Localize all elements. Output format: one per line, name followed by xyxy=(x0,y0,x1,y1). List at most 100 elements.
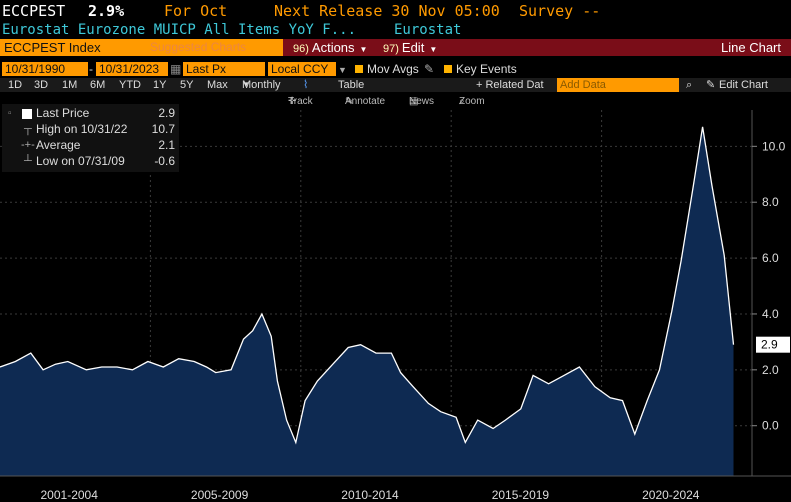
last-value-marker: 2.9 xyxy=(756,336,790,353)
ticker-label: ECCPEST xyxy=(2,2,66,20)
chevron-down-icon: ▼ xyxy=(242,80,250,89)
edit-chart-button[interactable]: Edit Chart xyxy=(719,79,768,91)
frequency-value: Monthly xyxy=(242,79,281,91)
chevron-down-icon[interactable]: ▼ xyxy=(338,65,347,75)
pencil-icon[interactable]: ✎ xyxy=(424,62,435,76)
crosshair-icon: ✛ xyxy=(288,96,297,107)
chevron-down-icon: ▼ xyxy=(359,45,368,54)
period-bar: 1D 3D 1M 6M YTD 1Y 5Y Max Monthly ▼ ⌇ Ta… xyxy=(0,78,791,92)
y-tick-label: 4.0 xyxy=(762,307,779,321)
low-marker-icon: ┴ xyxy=(24,155,32,167)
legend-average: -+- Average 2.1 xyxy=(2,138,179,153)
security-header: ECCPEST 2.9% For Oct Next Release 30 Nov… xyxy=(0,0,791,22)
security-field-text: ECCPEST Index xyxy=(4,40,101,55)
news-label: News xyxy=(409,96,435,107)
security-field[interactable]: ECCPEST Index xyxy=(0,39,283,56)
average-line-icon: -+- xyxy=(21,139,35,151)
source-label: Eurostat xyxy=(394,22,462,38)
last-price-value: 2.9 xyxy=(158,106,175,120)
y-tick-label: 10.0 xyxy=(762,139,786,153)
settings-icon[interactable]: ✎ xyxy=(706,79,716,91)
mov-avgs-toggle[interactable]: Mov Avgs xyxy=(355,62,419,76)
description-header: Eurostat Eurozone MUICP All Items YoY F.… xyxy=(0,22,791,39)
survey-label: Survey -- xyxy=(519,2,601,20)
x-tick-label: 2020-2024 xyxy=(642,488,700,502)
add-data-input[interactable]: Add Data xyxy=(557,78,679,92)
suggested-charts[interactable]: Suggested Charts xyxy=(150,40,247,54)
zoom-in-icon[interactable]: ⌕ xyxy=(686,79,693,91)
high-value: 10.7 xyxy=(151,122,175,136)
field-value: Last Px xyxy=(186,62,227,76)
last-value-box xyxy=(756,336,790,353)
last-price-label: Last Price xyxy=(36,106,90,120)
y-tick-label: 2.0 xyxy=(762,363,779,377)
table-button[interactable]: Table xyxy=(338,79,365,91)
period-label: For Oct xyxy=(164,2,228,20)
x-tick-label: 2010-2014 xyxy=(341,488,399,502)
average-value: 2.1 xyxy=(158,138,175,152)
checkbox-icon xyxy=(355,65,363,73)
period-5y[interactable]: 5Y xyxy=(180,79,194,91)
end-date-field[interactable]: 10/31/2023 xyxy=(96,62,168,76)
legend-low: ┴ Low on 07/31/09 -0.6 xyxy=(2,154,179,169)
edit-label: Edit xyxy=(401,40,425,55)
last-value: 2.9% xyxy=(88,2,125,20)
end-date-value: 10/31/2023 xyxy=(99,62,160,76)
period-1y[interactable]: 1Y xyxy=(153,79,167,91)
period-1m[interactable]: 1M xyxy=(62,79,78,91)
average-label: Average xyxy=(36,138,81,152)
calendar-icon[interactable]: ▦ xyxy=(170,62,182,76)
zoom-icon: ⌕ xyxy=(459,96,465,107)
last-value-label: 2.9 xyxy=(761,338,778,352)
series-area xyxy=(0,126,734,477)
currency-select[interactable]: Local CCY xyxy=(268,62,336,76)
edit-menu[interactable]: 97) Edit ▼ xyxy=(379,39,441,56)
actions-label: Actions xyxy=(311,40,355,55)
legend-high: ┬ High on 10/31/22 10.7 xyxy=(2,122,179,137)
series-line xyxy=(0,126,735,445)
y-tick-label: 0.0 xyxy=(762,419,779,433)
period-max[interactable]: Max xyxy=(207,79,228,91)
currency-value: Local CCY xyxy=(271,62,329,76)
annotate-label: Annotate xyxy=(345,96,386,107)
chart-type-title: Line Chart xyxy=(721,40,781,55)
y-tick-label: 8.0 xyxy=(762,195,779,209)
date-separator: - xyxy=(89,62,93,76)
actions-number: 96) xyxy=(293,43,309,55)
key-events-label: Key Events xyxy=(456,62,517,76)
line-chart[interactable]: 0.02.04.06.08.010.0 2001-2004 2005-2009 20… xyxy=(0,110,791,502)
edit-number: 97) xyxy=(383,43,399,55)
mov-avgs-label: Mov Avgs xyxy=(367,62,419,76)
zoom-label: Zoom xyxy=(459,96,485,107)
y-axis: 0.0 2.0 4.0 6.0 8.0 10.0 xyxy=(752,139,786,433)
period-6m[interactable]: 6M xyxy=(90,79,106,91)
pencil-icon: ✎ xyxy=(345,96,354,107)
chart-legend: ▫ Last Price 2.9 ┬ High on 10/31/22 10.7… xyxy=(2,104,179,172)
chevron-down-icon: ▼ xyxy=(429,45,438,54)
chart-icon[interactable]: ⌇ xyxy=(303,79,309,91)
security-description: Eurostat Eurozone MUICP All Items YoY F.… xyxy=(2,22,357,38)
key-events-toggle[interactable]: Key Events xyxy=(444,62,517,76)
high-marker-icon: ┬ xyxy=(24,123,32,135)
period-3d[interactable]: 3D xyxy=(34,79,49,91)
x-tick-label: 2001-2004 xyxy=(41,488,99,502)
next-release: Next Release 30 Nov 05:00 xyxy=(274,2,500,20)
x-tick-label: 2015-2019 xyxy=(492,488,550,502)
start-date-value: 10/31/1990 xyxy=(5,62,66,76)
actions-menu[interactable]: 96) Actions ▼ xyxy=(289,39,371,56)
x-tick-label: 2005-2009 xyxy=(191,488,249,502)
period-1d[interactable]: 1D xyxy=(8,79,23,91)
x-axis: 2001-2004 2005-2009 2010-2014 2015-2019 2020… xyxy=(41,488,700,502)
period-ytd[interactable]: YTD xyxy=(119,79,141,91)
expand-icon: ▫ xyxy=(8,108,12,119)
legend-last-price[interactable]: ▫ Last Price 2.9 xyxy=(2,106,179,121)
field-select[interactable]: Last Px xyxy=(183,62,265,76)
chart-options-bar: 10/31/1990 - 10/31/2023 ▦ Last Px Local … xyxy=(0,61,791,77)
track-label: Track xyxy=(288,96,313,107)
low-value: -0.6 xyxy=(154,154,175,168)
low-label: Low on 07/31/09 xyxy=(36,154,125,168)
start-date-field[interactable]: 10/31/1990 xyxy=(2,62,88,76)
tools-bar: ✛ Track ✎ Annotate ▤ News ⌕ Zoom xyxy=(0,94,791,110)
y-tick-label: 6.0 xyxy=(762,251,779,265)
related-data-button[interactable]: + Related Dat xyxy=(476,79,544,91)
